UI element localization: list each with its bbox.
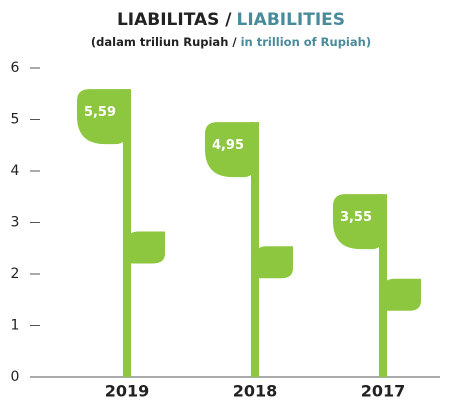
small-leaf — [383, 278, 421, 311]
value-label: 3,55 — [340, 210, 372, 225]
leaf — [77, 89, 127, 145]
y-tick-label: 2 — [11, 266, 20, 282]
chart-subtitle: (dalam triliun Rupiah / in trillion of Ru… — [91, 35, 371, 49]
subtitle-en: in trillion of Rupiah) — [241, 35, 372, 49]
leaf — [333, 194, 383, 250]
x-tick-label: 2019 — [105, 382, 150, 400]
small-leaf — [255, 246, 293, 279]
y-tick-label: 3 — [11, 215, 20, 231]
title-id: LIABILITAS / — [117, 10, 232, 30]
subtitle-id: (dalam triliun Rupiah / — [91, 35, 237, 49]
leaf — [205, 122, 255, 178]
y-tick-label: 6 — [11, 60, 20, 76]
stem — [379, 194, 387, 377]
stem — [123, 89, 131, 378]
y-tick-label: 1 — [11, 318, 20, 334]
value-label: 4,95 — [212, 138, 244, 153]
chart-title: LIABILITAS / LIABILITIES — [117, 10, 345, 30]
title-en: LIABILITIES — [237, 10, 346, 30]
stem — [251, 122, 259, 377]
x-tick-label: 2018 — [233, 382, 278, 400]
y-tick-label: 0 — [11, 369, 20, 385]
y-tick-label: 4 — [11, 163, 20, 179]
y-tick-label: 5 — [11, 112, 20, 128]
small-leaf — [127, 231, 165, 264]
value-label: 5,59 — [84, 105, 116, 120]
x-tick-label: 2017 — [361, 382, 406, 400]
